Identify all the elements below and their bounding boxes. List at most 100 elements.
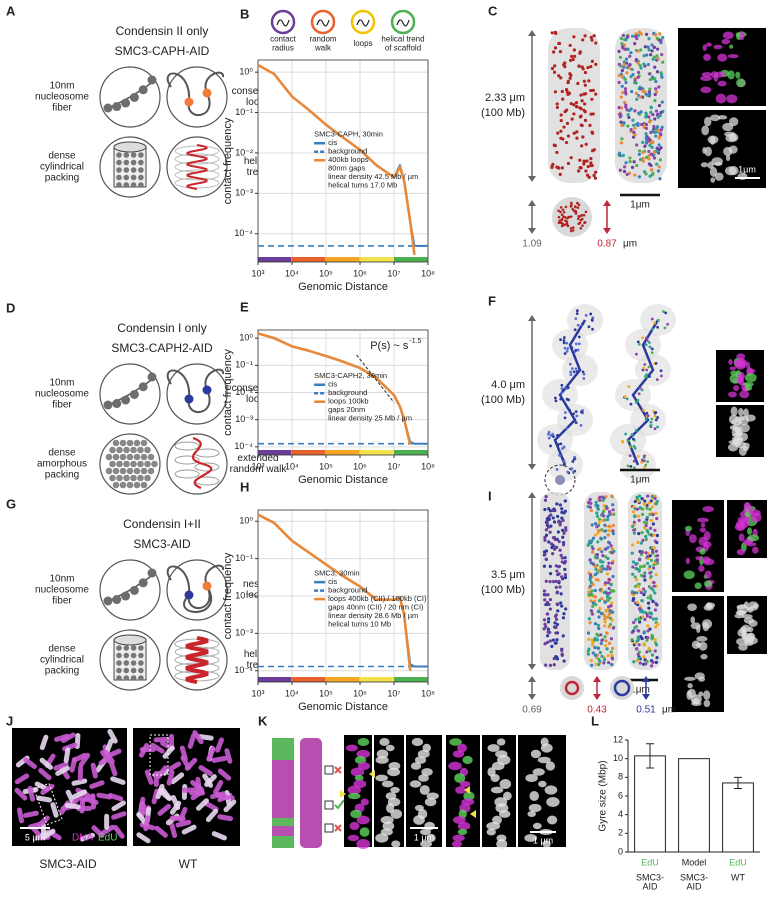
model-bead [593,646,597,650]
signal [709,166,718,177]
model-bead [608,596,612,600]
model-bead [570,201,573,205]
model-bead [617,80,621,85]
model-bead [563,499,567,503]
panel-subtitle: SMC3-CAPH-AID [115,44,210,58]
chromosome [72,789,88,800]
x-tick-sublabel: AID [686,881,702,891]
model-bead [582,92,586,96]
model-bead [600,638,604,643]
model-bead [602,661,606,665]
signal [375,756,389,764]
model-bead [585,159,589,163]
icon-label: random [309,35,336,44]
model-bead [642,587,646,591]
model-bead [642,655,646,659]
cross-section [560,676,584,700]
packed-bead [123,167,130,173]
chromosome [206,746,216,762]
model-bead [661,310,665,313]
model-bead [577,169,581,173]
y-tick-label: 10⁻¹ [235,107,253,117]
model-bead [603,600,607,604]
signal [547,815,558,825]
model-bead [589,561,593,565]
model-bead [590,612,595,616]
model-bead [594,41,598,45]
model-bead [650,351,654,355]
packed-bead [123,474,130,482]
model-bead [581,224,584,227]
model-bead [588,621,592,625]
model-bead [596,646,601,650]
decade-band [360,257,394,262]
model-bead [642,408,645,412]
model-bead [644,32,649,36]
model-bead [641,156,645,161]
model-bead [610,646,615,650]
model-bead [578,50,582,54]
model-bead [604,639,608,643]
model-bead [653,649,657,653]
model-bead [548,630,552,635]
loop-anchor [184,394,194,404]
model-bead [652,584,656,588]
model-bead [547,436,551,440]
decade-band [258,677,292,682]
packed-bead [123,174,130,181]
model-bead [625,172,629,177]
y-axis-label: contact frequency [222,552,234,639]
signal [728,391,737,398]
model-bead [595,553,600,557]
model-bead [565,349,569,353]
model-bead [593,653,598,657]
signal [379,738,390,746]
model-bead [663,326,667,330]
model-bead [548,639,552,643]
model-bead [651,113,655,117]
model-bead [553,641,557,645]
signal [452,816,466,824]
packed-bead [133,453,141,461]
signal [525,773,538,783]
signal [546,797,560,807]
model-bead [649,152,654,156]
model-bead [576,217,580,221]
model-bead [563,560,568,564]
y-tick-label: 10⁻⁴ [234,228,253,238]
model-bead [558,50,563,54]
model-bead [589,541,593,545]
model-bead [607,561,611,565]
panel-letter: K [258,713,268,728]
packed-bead [140,467,148,475]
model-bead [655,558,660,562]
model-bead [611,626,615,630]
model-bead [620,84,624,88]
model-bead [651,599,655,603]
model-bead [593,573,597,577]
model-bead [596,540,600,544]
model-bead [607,661,611,665]
model-bead [611,610,615,614]
signal [701,125,710,136]
model-bead [619,120,623,124]
model-bead [547,602,551,606]
model-bead [563,575,568,580]
model-bead [570,367,574,370]
chromosome [196,798,209,811]
signal [744,384,753,391]
model-bead [654,79,658,84]
signal [729,44,734,49]
model-bead [605,572,610,576]
signal [714,71,726,78]
model-bead [644,132,648,136]
schematic-label: nucleosome [35,585,89,596]
model-bead [650,633,654,637]
model-bead [655,499,659,504]
model-bead [576,323,580,327]
legend-label: background [328,147,367,156]
model-bead [645,368,649,372]
packed-bead [133,439,141,447]
model-bead [657,104,662,108]
scale-label: 1μm [630,685,650,696]
